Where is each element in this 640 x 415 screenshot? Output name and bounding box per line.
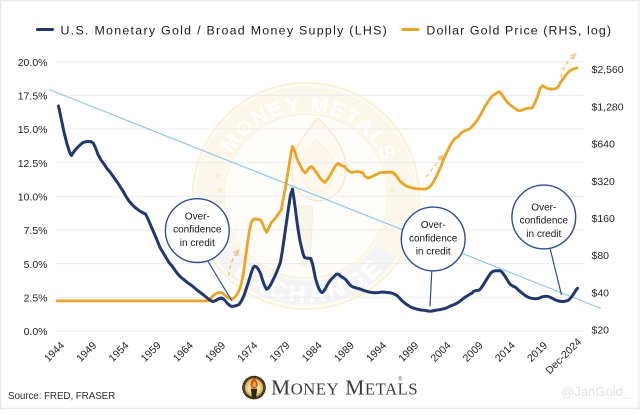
svg-text:15.0%: 15.0% xyxy=(18,124,48,136)
svg-text:2.5%: 2.5% xyxy=(24,292,48,304)
svg-text:MONEY METALS: MONEY METALS xyxy=(271,376,418,400)
svg-text:$640: $640 xyxy=(592,139,616,151)
svg-text:$1,280: $1,280 xyxy=(592,101,624,113)
svg-text:★: ★ xyxy=(213,171,222,182)
svg-text:$80: $80 xyxy=(592,250,610,262)
svg-text:★: ★ xyxy=(390,171,399,182)
svg-text:$2,560: $2,560 xyxy=(592,64,624,76)
svg-text:★: ★ xyxy=(388,185,397,196)
svg-text:$320: $320 xyxy=(592,176,616,188)
svg-text:@JanGold_: @JanGold_ xyxy=(561,384,631,399)
svg-text:U.S. Monetary Gold / Broad Mon: U.S. Monetary Gold / Broad Money Supply … xyxy=(61,23,389,37)
svg-text:$20: $20 xyxy=(592,325,610,337)
svg-text:7.5%: 7.5% xyxy=(24,225,48,237)
svg-text:12.5%: 12.5% xyxy=(18,158,48,170)
svg-text:★: ★ xyxy=(216,185,225,196)
svg-text:$40: $40 xyxy=(592,287,610,299)
svg-text:17.5%: 17.5% xyxy=(18,91,48,103)
svg-text:0.0%: 0.0% xyxy=(24,326,48,338)
svg-text:Source: FRED, FRASER: Source: FRED, FRASER xyxy=(8,391,115,402)
svg-text:Dollar Gold Price (RHS, log): Dollar Gold Price (RHS, log) xyxy=(426,23,612,37)
svg-text:5.0%: 5.0% xyxy=(24,259,48,271)
svg-text:20.0%: 20.0% xyxy=(18,57,48,69)
svg-text:$160: $160 xyxy=(592,213,616,225)
svg-text:®: ® xyxy=(398,376,403,383)
svg-text:10.0%: 10.0% xyxy=(18,192,48,204)
